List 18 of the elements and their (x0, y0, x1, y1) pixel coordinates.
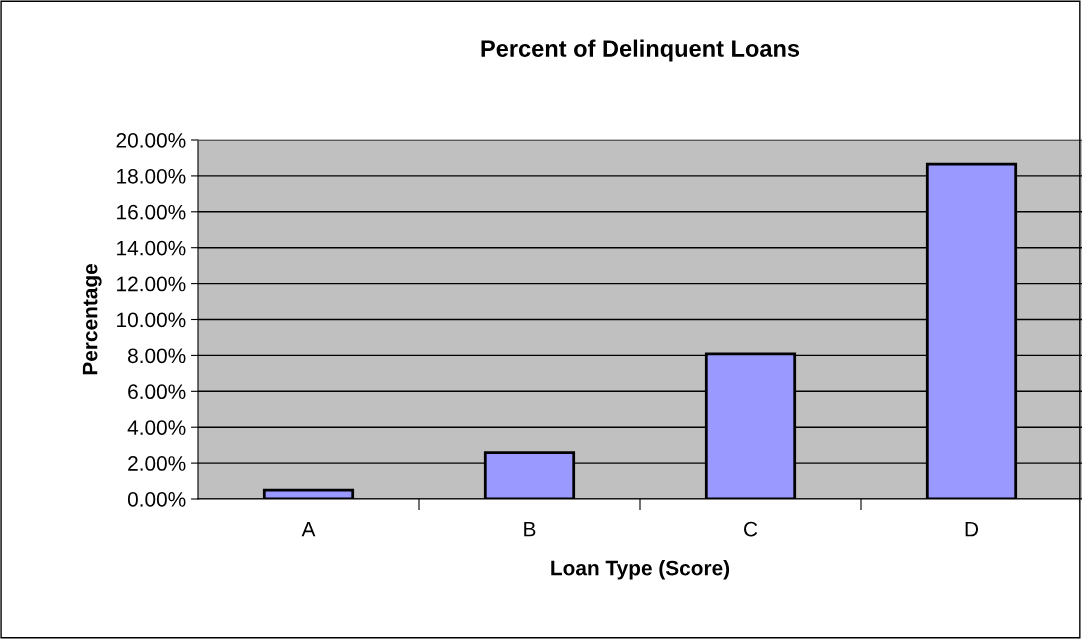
y-tick-label: 10.00% (117, 312, 186, 328)
y-tick-label: 12.00% (117, 276, 186, 292)
chart-title: Percent of Delinquent Loans (481, 39, 800, 62)
y-tick-label: 16.00% (117, 204, 186, 220)
x-tick-label: D (965, 521, 979, 537)
y-tick-label: 14.00% (117, 240, 186, 256)
y-tick-label: 8.00% (128, 348, 186, 364)
x-tick-label: C (744, 521, 758, 537)
y-tick-label: 0.00% (127, 492, 186, 507)
y-tick-label: 2.00% (128, 456, 186, 471)
x-axis-title: Loan Type (Score) (551, 560, 730, 580)
y-tick-label: 20.00% (116, 133, 186, 148)
y-tick-label: 18.00% (117, 168, 186, 184)
x-tick-label: B (524, 521, 536, 537)
x-tick-label: A (301, 521, 316, 537)
y-axis-title: Percentage (82, 264, 102, 375)
y-tick-label: 6.00% (128, 384, 186, 400)
y-tick-label: 4.00% (127, 420, 186, 435)
